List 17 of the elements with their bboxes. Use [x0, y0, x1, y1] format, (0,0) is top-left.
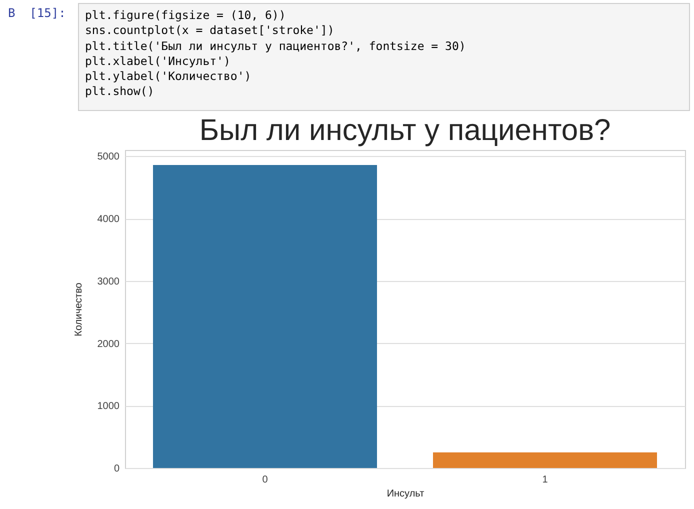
- text: plt.title('Был ли инсульт у пациентов?', fontsize = 30): [85, 38, 467, 54]
- text: plt.ylabel('Количество'): [85, 69, 252, 84]
- chart-title: Был ли инсульт у пациентов?: [199, 114, 611, 147]
- x-tick-label: 1: [542, 474, 548, 486]
- y-axis-title: Количество: [73, 282, 84, 336]
- text: plt.figure(figsize = (10, 6)): [85, 8, 287, 24]
- x-axis-title: Инсульт: [386, 488, 425, 500]
- text: В [15]:: [8, 6, 66, 20]
- y-tick-label: 4000: [97, 214, 120, 226]
- y-tick-label: 5000: [97, 152, 120, 163]
- text: plt.show(): [85, 84, 156, 100]
- text: plt.xlabel('Инсульт'): [85, 54, 232, 70]
- y-tick-label: 0: [114, 464, 120, 474]
- y-tick-label: 1000: [97, 401, 120, 412]
- y-tick-label: 2000: [97, 338, 120, 350]
- y-tick-label: 3000: [97, 276, 120, 288]
- text: sns.countplot(x = dataset['stroke']): [85, 23, 336, 39]
